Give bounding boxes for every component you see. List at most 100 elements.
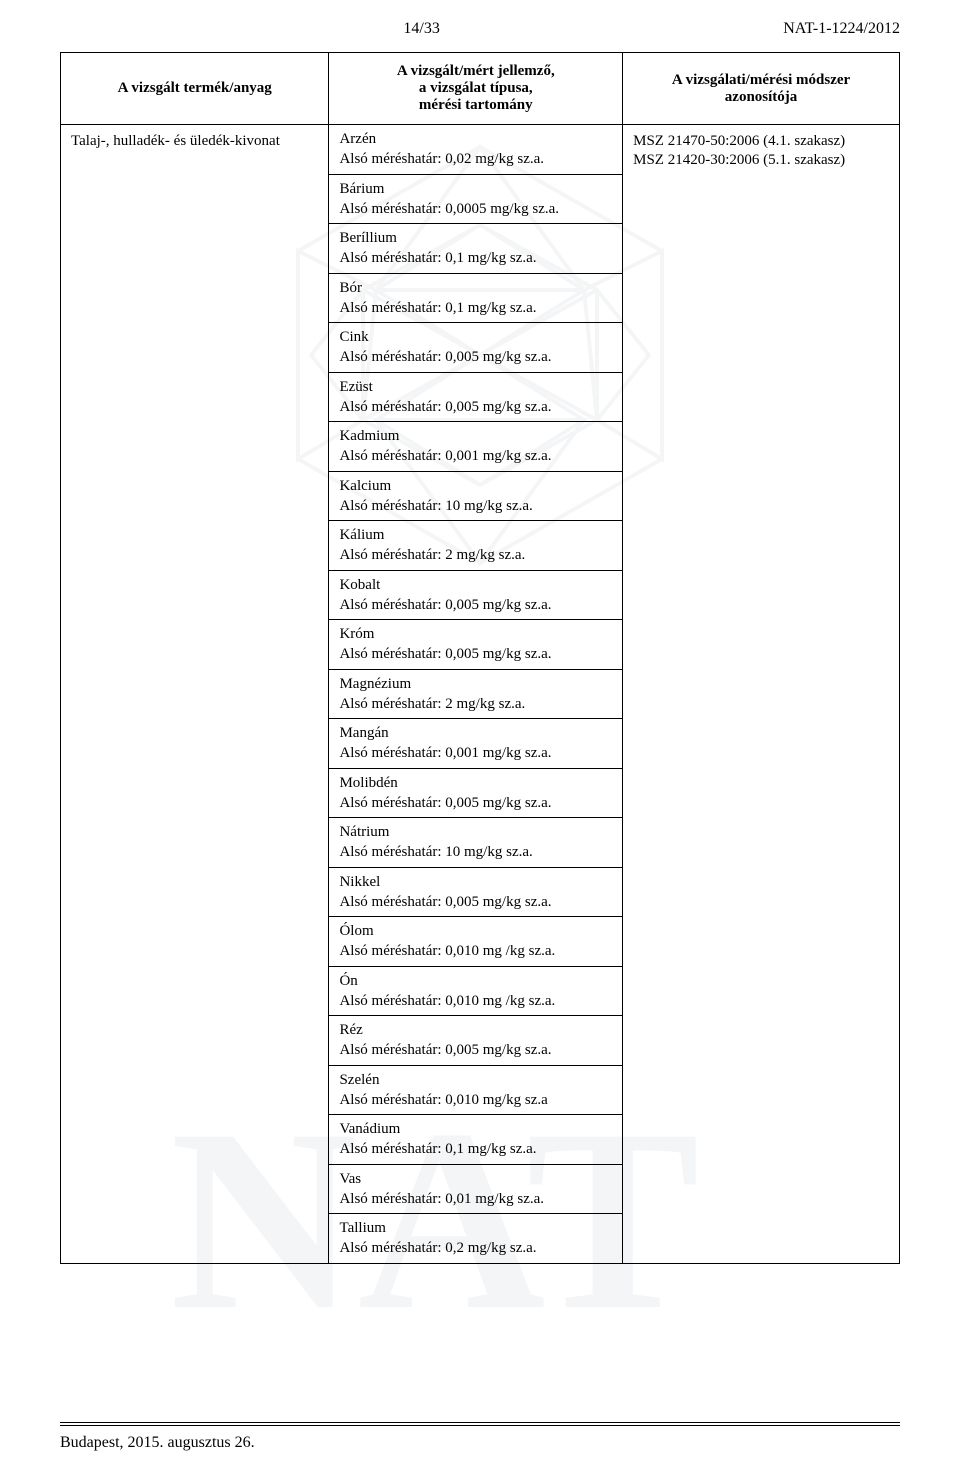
element-row: NikkelAlsó méréshatár: 0,005 mg/kg sz.a. <box>329 867 622 917</box>
element-row: ArzénAlsó méréshatár: 0,02 mg/kg sz.a. <box>329 125 622 174</box>
element-name: Ón <box>339 971 612 991</box>
table-header-row: A vizsgált termék/anyag A vizsgált/mért … <box>61 53 900 125</box>
element-row: CinkAlsó méréshatár: 0,005 mg/kg sz.a. <box>329 323 622 373</box>
element-cell: KalciumAlsó méréshatár: 10 mg/kg sz.a. <box>329 471 622 521</box>
element-limit: Alsó méréshatár: 0,005 mg/kg sz.a. <box>339 644 612 664</box>
element-name: Nikkel <box>339 872 612 892</box>
element-limit: Alsó méréshatár: 0,005 mg/kg sz.a. <box>339 1040 612 1060</box>
element-cell: BáriumAlsó méréshatár: 0,0005 mg/kg sz.a… <box>329 174 622 224</box>
element-limit: Alsó méréshatár: 0,0005 mg/kg sz.a. <box>339 199 612 219</box>
element-row: BerílliumAlsó méréshatár: 0,1 mg/kg sz.a… <box>329 224 622 274</box>
element-row: ÓlomAlsó méréshatár: 0,010 mg /kg sz.a. <box>329 917 622 967</box>
element-name: Nátrium <box>339 822 612 842</box>
element-row: KalciumAlsó méréshatár: 10 mg/kg sz.a. <box>329 471 622 521</box>
element-row: RézAlsó méréshatár: 0,005 mg/kg sz.a. <box>329 1016 622 1066</box>
element-row: KadmiumAlsó méréshatár: 0,001 mg/kg sz.a… <box>329 422 622 472</box>
element-row: KáliumAlsó méréshatár: 2 mg/kg sz.a. <box>329 521 622 571</box>
element-cell: CinkAlsó méréshatár: 0,005 mg/kg sz.a. <box>329 323 622 373</box>
element-cell: KáliumAlsó méréshatár: 2 mg/kg sz.a. <box>329 521 622 571</box>
element-row: ÓnAlsó méréshatár: 0,010 mg /kg sz.a. <box>329 966 622 1016</box>
element-limit: Alsó méréshatár: 0,1 mg/kg sz.a. <box>339 298 612 318</box>
element-row: SzelénAlsó méréshatár: 0,010 mg/kg sz.a <box>329 1065 622 1115</box>
elements-list: ArzénAlsó méréshatár: 0,02 mg/kg sz.a.Bá… <box>329 125 622 1263</box>
element-name: Ezüst <box>339 377 612 397</box>
element-cell: MagnéziumAlsó méréshatár: 2 mg/kg sz.a. <box>329 669 622 719</box>
element-name: Kobalt <box>339 575 612 595</box>
element-row: MangánAlsó méréshatár: 0,001 mg/kg sz.a. <box>329 719 622 769</box>
element-name: Ólom <box>339 921 612 941</box>
element-limit: Alsó méréshatár: 0,2 mg/kg sz.a. <box>339 1238 612 1258</box>
element-cell: KadmiumAlsó méréshatár: 0,001 mg/kg sz.a… <box>329 422 622 472</box>
element-name: Vanádium <box>339 1119 612 1139</box>
element-row: BórAlsó méréshatár: 0,1 mg/kg sz.a. <box>329 273 622 323</box>
element-name: Bór <box>339 278 612 298</box>
element-limit: Alsó méréshatár: 10 mg/kg sz.a. <box>339 496 612 516</box>
element-cell: VanádiumAlsó méréshatár: 0,1 mg/kg sz.a. <box>329 1115 622 1165</box>
element-row: VasAlsó méréshatár: 0,01 mg/kg sz.a. <box>329 1164 622 1214</box>
th-identifier: A vizsgálati/mérési módszer azonosítója <box>623 53 900 125</box>
element-limit: Alsó méréshatár: 0,010 mg /kg sz.a. <box>339 991 612 1011</box>
element-name: Réz <box>339 1020 612 1040</box>
element-limit: Alsó méréshatár: 0,005 mg/kg sz.a. <box>339 892 612 912</box>
element-name: Szelén <box>339 1070 612 1090</box>
element-cell: NikkelAlsó méréshatár: 0,005 mg/kg sz.a. <box>329 867 622 917</box>
element-limit: Alsó méréshatár: 0,1 mg/kg sz.a. <box>339 248 612 268</box>
element-limit: Alsó méréshatár: 0,1 mg/kg sz.a. <box>339 1139 612 1159</box>
element-cell: ArzénAlsó méréshatár: 0,02 mg/kg sz.a. <box>329 125 622 174</box>
element-limit: Alsó méréshatár: 2 mg/kg sz.a. <box>339 545 612 565</box>
element-name: Bárium <box>339 179 612 199</box>
element-limit: Alsó méréshatár: 0,010 mg /kg sz.a. <box>339 941 612 961</box>
element-name: Magnézium <box>339 674 612 694</box>
element-row: KrómAlsó méréshatár: 0,005 mg/kg sz.a. <box>329 620 622 670</box>
element-limit: Alsó méréshatár: 10 mg/kg sz.a. <box>339 842 612 862</box>
element-row: NátriumAlsó méréshatár: 10 mg/kg sz.a. <box>329 818 622 868</box>
element-limit: Alsó méréshatár: 2 mg/kg sz.a. <box>339 694 612 714</box>
element-limit: Alsó méréshatár: 0,01 mg/kg sz.a. <box>339 1189 612 1209</box>
element-cell: BerílliumAlsó méréshatár: 0,1 mg/kg sz.a… <box>329 224 622 274</box>
table-row: Talaj-, hulladék- és üledék-kivonat Arzé… <box>61 125 900 1264</box>
element-name: Króm <box>339 624 612 644</box>
element-row: EzüstAlsó méréshatár: 0,005 mg/kg sz.a. <box>329 372 622 422</box>
element-cell: EzüstAlsó méréshatár: 0,005 mg/kg sz.a. <box>329 372 622 422</box>
element-cell: TalliumAlsó méréshatár: 0,2 mg/kg sz.a. <box>329 1214 622 1263</box>
element-cell: MolibdénAlsó méréshatár: 0,005 mg/kg sz.… <box>329 768 622 818</box>
element-limit: Alsó méréshatár: 0,001 mg/kg sz.a. <box>339 743 612 763</box>
element-limit: Alsó méréshatár: 0,010 mg/kg sz.a <box>339 1090 612 1110</box>
page-footer: Budapest, 2015. augusztus 26. <box>60 1422 900 1452</box>
element-limit: Alsó méréshatár: 0,005 mg/kg sz.a. <box>339 397 612 417</box>
th-characteristic: A vizsgált/mért jellemző, a vizsgálat tí… <box>329 53 623 125</box>
element-limit: Alsó méréshatár: 0,005 mg/kg sz.a. <box>339 595 612 615</box>
element-cell: NátriumAlsó méréshatár: 10 mg/kg sz.a. <box>329 818 622 868</box>
element-row: MagnéziumAlsó méréshatár: 2 mg/kg sz.a. <box>329 669 622 719</box>
element-cell: VasAlsó méréshatár: 0,01 mg/kg sz.a. <box>329 1164 622 1214</box>
element-name: Kalcium <box>339 476 612 496</box>
footer-text: Budapest, 2015. augusztus 26. <box>60 1434 255 1451</box>
element-name: Molibdén <box>339 773 612 793</box>
cell-identifiers: MSZ 21470-50:2006 (4.1. szakasz) MSZ 2142… <box>623 125 900 1264</box>
element-limit: Alsó méréshatár: 0,005 mg/kg sz.a. <box>339 347 612 367</box>
element-cell: ÓnAlsó méréshatár: 0,010 mg /kg sz.a. <box>329 966 622 1016</box>
element-cell: MangánAlsó méréshatár: 0,001 mg/kg sz.a. <box>329 719 622 769</box>
cell-elements: ArzénAlsó méréshatár: 0,02 mg/kg sz.a.Bá… <box>329 125 623 1264</box>
element-name: Vas <box>339 1169 612 1189</box>
element-name: Tallium <box>339 1218 612 1238</box>
element-limit: Alsó méréshatár: 0,005 mg/kg sz.a. <box>339 793 612 813</box>
element-limit: Alsó méréshatár: 0,02 mg/kg sz.a. <box>339 149 612 169</box>
element-cell: KrómAlsó méréshatár: 0,005 mg/kg sz.a. <box>329 620 622 670</box>
element-cell: KobaltAlsó méréshatár: 0,005 mg/kg sz.a. <box>329 570 622 620</box>
doc-ref: NAT-1-1224/2012 <box>783 20 900 38</box>
element-name: Kadmium <box>339 426 612 446</box>
method-identifier: MSZ 21470-50:2006 (4.1. szakasz) <box>633 133 889 150</box>
element-limit: Alsó méréshatár: 0,001 mg/kg sz.a. <box>339 446 612 466</box>
element-name: Mangán <box>339 723 612 743</box>
method-identifier: MSZ 21420-30:2006 (5.1. szakasz) <box>633 152 889 169</box>
element-row: VanádiumAlsó méréshatár: 0,1 mg/kg sz.a. <box>329 1115 622 1165</box>
element-row: KobaltAlsó méréshatár: 0,005 mg/kg sz.a. <box>329 570 622 620</box>
element-cell: RézAlsó méréshatár: 0,005 mg/kg sz.a. <box>329 1016 622 1066</box>
main-table: A vizsgált termék/anyag A vizsgált/mért … <box>60 52 900 1264</box>
element-name: Arzén <box>339 129 612 149</box>
element-row: MolibdénAlsó méréshatár: 0,005 mg/kg sz.… <box>329 768 622 818</box>
element-row: TalliumAlsó méréshatár: 0,2 mg/kg sz.a. <box>329 1214 622 1263</box>
element-cell: SzelénAlsó méréshatár: 0,010 mg/kg sz.a <box>329 1065 622 1115</box>
cell-product: Talaj-, hulladék- és üledék-kivonat <box>61 125 329 1264</box>
